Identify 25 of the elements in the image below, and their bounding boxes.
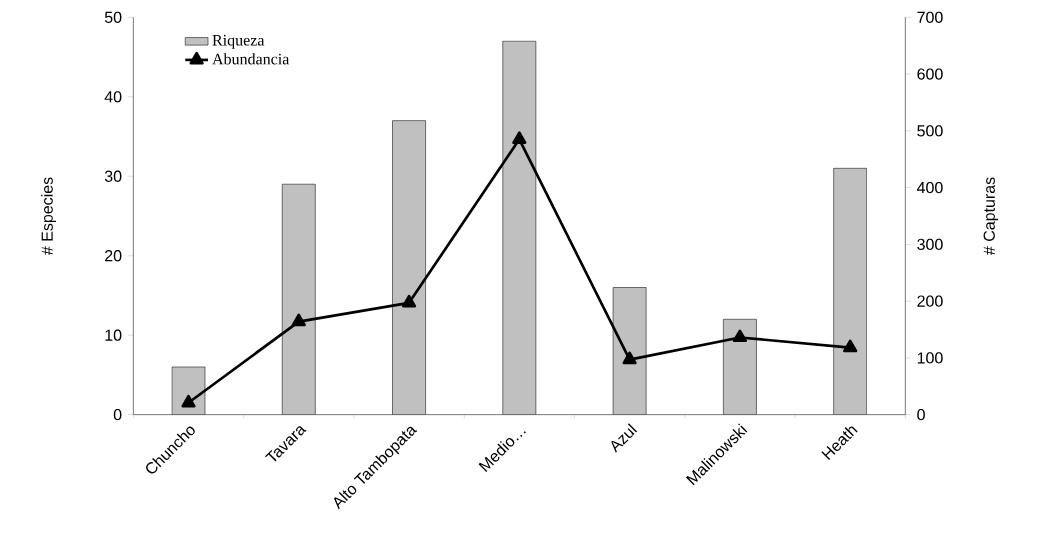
y-tick-label: 20	[105, 250, 122, 262]
legend-label: Riqueza	[212, 34, 265, 49]
y2-tick-label: 700	[917, 11, 943, 23]
point	[732, 329, 748, 343]
y-tick-label: 50	[104, 11, 122, 23]
y-tick-label: 0	[113, 408, 122, 421]
y2-tick-label: 600	[917, 68, 943, 80]
y-tick-label: 40	[104, 91, 122, 103]
y2-axis-title: # Capturas	[983, 177, 999, 256]
point	[622, 351, 637, 365]
point	[401, 294, 417, 308]
y2-tick-label: 300	[917, 238, 943, 251]
y2-tick-label: 500	[917, 125, 943, 137]
legend-label: Abundancia	[212, 53, 290, 65]
y2-tick-label: 200	[917, 295, 943, 307]
point	[512, 131, 527, 145]
point	[843, 339, 858, 353]
y2-tick-label: 400	[917, 181, 943, 194]
y2-tick-label: 0	[917, 408, 925, 421]
y-tick-label: 10	[105, 329, 122, 341]
y-axis-title: # Especies	[41, 177, 56, 256]
y-tick-label: 30	[104, 170, 122, 182]
point	[181, 394, 196, 408]
point	[291, 313, 306, 327]
y2-tick-label: 100	[917, 352, 943, 364]
